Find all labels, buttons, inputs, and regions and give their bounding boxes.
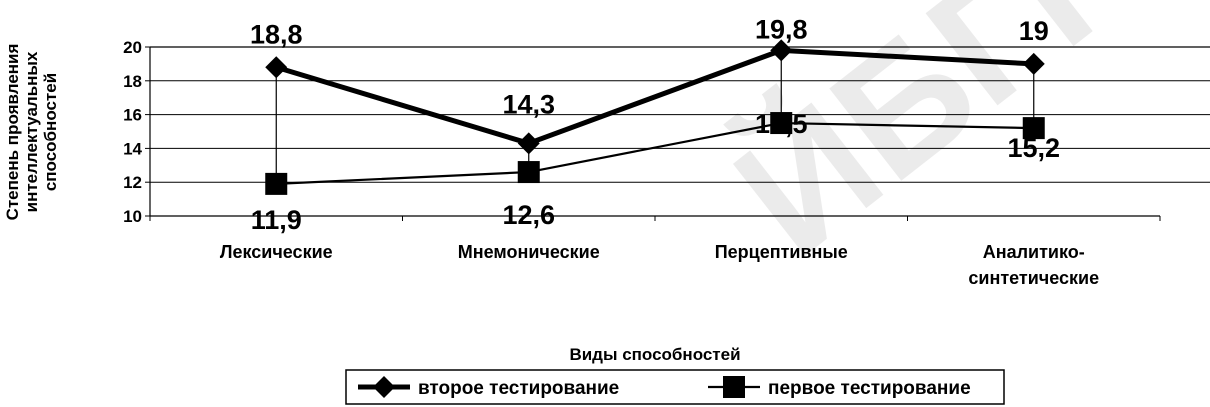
diamond-marker bbox=[265, 56, 288, 79]
diamond-marker bbox=[1022, 52, 1045, 75]
y-tick-label: 20 bbox=[123, 38, 142, 57]
x-category-line: Аналитико- bbox=[983, 242, 1085, 262]
x-axis-title: Виды способностей bbox=[569, 345, 740, 364]
y-tick-label: 18 bbox=[123, 72, 142, 91]
x-axis-categories: Лексические Мнемонические Перцептивные Анал… bbox=[220, 242, 1099, 288]
y-axis-title-line: Степень проявления bbox=[3, 44, 22, 221]
data-label: 12,6 bbox=[502, 200, 555, 230]
y-tick-label: 12 bbox=[123, 173, 142, 192]
axes bbox=[149, 47, 1161, 221]
legend-label: второе тестирование bbox=[418, 378, 619, 399]
square-marker bbox=[265, 172, 288, 195]
y-axis-title-line: способностей bbox=[41, 73, 60, 191]
data-label: 18,8 bbox=[250, 19, 303, 49]
series-lines bbox=[265, 39, 1045, 195]
x-category-line: Перцептивные bbox=[715, 242, 848, 262]
square-marker bbox=[770, 112, 793, 135]
diamond-marker bbox=[517, 132, 540, 155]
y-axis-title-line: интеллектуальных bbox=[22, 51, 41, 212]
data-label: 19,8 bbox=[755, 14, 808, 44]
y-tick-label: 16 bbox=[123, 106, 142, 125]
legend-box bbox=[345, 369, 1005, 405]
series-line bbox=[275, 47, 1034, 146]
y-axis-ticks: 10 12 14 16 18 20 bbox=[123, 38, 150, 226]
y-axis-title-text: Степень проявленияинтеллектуальныхспособ… bbox=[3, 44, 60, 221]
data-labels: 18,8 14,3 19,8 19 11,9 12,6 15,5 15,2 bbox=[250, 14, 1060, 235]
data-label: 15,2 bbox=[1007, 133, 1060, 163]
square-marker bbox=[517, 161, 540, 184]
x-category-line: Мнемонические bbox=[458, 242, 600, 262]
y-axis-title: Степень проявленияинтеллектуальныхспособ… bbox=[3, 44, 60, 221]
y-tick-label: 10 bbox=[123, 207, 142, 226]
data-label: 15,5 bbox=[755, 109, 808, 139]
x-category-line: синтетические bbox=[968, 268, 1099, 288]
drop-lines bbox=[275, 50, 1035, 184]
data-label: 14,3 bbox=[502, 89, 555, 119]
data-label: 19 bbox=[1019, 16, 1049, 46]
square-marker bbox=[723, 376, 745, 398]
x-category-label: Аналитико-синтетические bbox=[968, 242, 1099, 288]
y-tick-label: 14 bbox=[123, 139, 142, 158]
x-category-label: Лексические bbox=[220, 242, 333, 262]
data-label: 11,9 bbox=[251, 205, 302, 235]
x-category-label: Мнемонические bbox=[458, 242, 600, 262]
diamond-marker bbox=[770, 39, 793, 62]
series-line bbox=[276, 121, 1034, 185]
x-category-label: Перцептивные bbox=[715, 242, 848, 262]
square-marker bbox=[1022, 117, 1045, 140]
diamond-marker bbox=[373, 376, 395, 398]
legend-label: первое тестирование bbox=[768, 378, 971, 399]
legend: второе тестирование первое тестирование bbox=[345, 369, 1005, 405]
x-category-line: Лексические bbox=[220, 242, 333, 262]
